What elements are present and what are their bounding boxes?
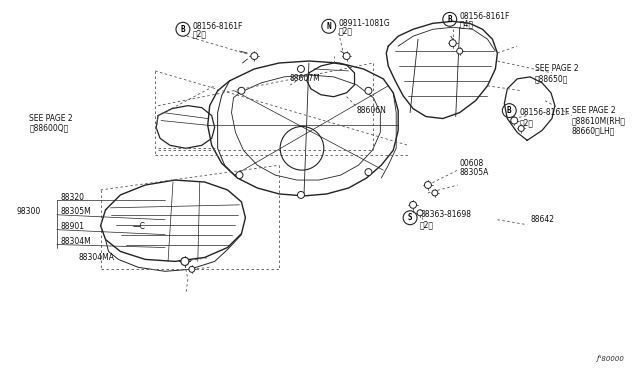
Circle shape	[181, 257, 189, 265]
Circle shape	[424, 182, 431, 189]
Text: 98300: 98300	[16, 207, 40, 216]
Circle shape	[181, 257, 189, 265]
Text: （2）: （2）	[420, 220, 434, 229]
Text: （2）: （2）	[193, 30, 207, 39]
Circle shape	[238, 87, 245, 94]
Text: （2）: （2）	[519, 118, 533, 127]
Circle shape	[410, 201, 417, 208]
Text: 88305A: 88305A	[460, 168, 489, 177]
Text: 88320: 88320	[61, 193, 85, 202]
Circle shape	[298, 192, 305, 198]
Text: 08363-81698: 08363-81698	[420, 210, 471, 219]
Text: 88607M: 88607M	[289, 74, 320, 83]
Text: 00608: 00608	[460, 159, 484, 168]
Text: N: N	[326, 22, 331, 31]
Text: （88650）: （88650）	[535, 74, 568, 83]
Circle shape	[457, 48, 463, 54]
Text: 88901: 88901	[61, 222, 85, 231]
Text: S: S	[408, 213, 412, 222]
Circle shape	[251, 52, 258, 60]
Circle shape	[417, 210, 423, 216]
Text: B: B	[180, 25, 185, 34]
Circle shape	[432, 190, 438, 196]
Text: （4）: （4）	[460, 20, 474, 29]
Text: 88304M: 88304M	[61, 237, 92, 246]
Text: （88600Q）: （88600Q）	[29, 123, 68, 132]
Text: B: B	[447, 15, 452, 24]
Circle shape	[189, 266, 195, 272]
Circle shape	[449, 40, 456, 46]
Text: 08156-8161F: 08156-8161F	[193, 22, 243, 31]
Circle shape	[365, 169, 372, 176]
Text: 88606N: 88606N	[356, 106, 387, 115]
Text: （88610M(RH）: （88610M(RH）	[572, 116, 626, 125]
Text: 88304MA: 88304MA	[79, 253, 115, 262]
Text: 08911-1081G: 08911-1081G	[339, 19, 390, 28]
Text: 88660（LH）: 88660（LH）	[572, 126, 615, 135]
Text: （2）: （2）	[339, 27, 353, 36]
Text: 08156-8161F: 08156-8161F	[519, 108, 570, 117]
Text: —C: —C	[132, 222, 145, 231]
Text: Jᴺ80000: Jᴺ80000	[596, 355, 625, 362]
Circle shape	[236, 171, 243, 179]
Circle shape	[365, 87, 372, 94]
Text: SEE PAGE 2: SEE PAGE 2	[29, 114, 73, 123]
Circle shape	[511, 117, 518, 124]
Text: 88305M: 88305M	[61, 207, 92, 216]
Circle shape	[343, 52, 350, 60]
Text: SEE PAGE 2: SEE PAGE 2	[535, 64, 579, 73]
Circle shape	[518, 125, 524, 131]
Text: SEE PAGE 2: SEE PAGE 2	[572, 106, 616, 115]
Text: 88642: 88642	[530, 215, 554, 224]
Circle shape	[298, 65, 305, 73]
Text: 08156-8161F: 08156-8161F	[460, 12, 510, 21]
Text: B: B	[507, 106, 511, 115]
